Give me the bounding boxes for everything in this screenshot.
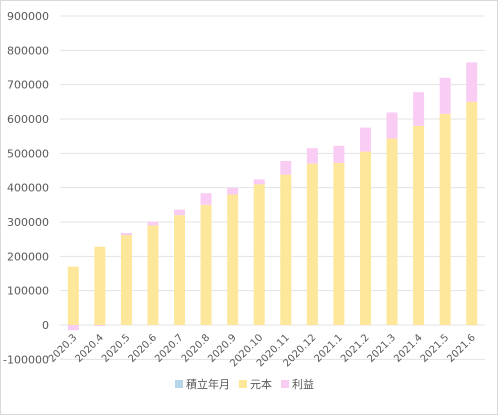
x-tick-label: 2020.7: [153, 332, 186, 365]
bar-元本-2020.10: [253, 184, 265, 325]
y-tick-label: 700000: [7, 79, 49, 92]
x-tick-label: 2021.2: [339, 332, 372, 365]
bar-利益-2020.12: [306, 148, 318, 164]
bar-利益-2020.8: [200, 193, 212, 205]
bar-元本-2021.1: [333, 162, 345, 325]
bar-利益-2021.2: [359, 127, 371, 152]
bar-元本-2021.3: [386, 138, 398, 325]
y-tick-label: 400000: [7, 182, 49, 195]
legend-swatch: [281, 380, 289, 388]
bar-利益-2020.7: [174, 209, 186, 216]
bar-元本-2020.8: [200, 204, 212, 325]
bar-利益-2020.6: [147, 222, 159, 226]
x-tick-label: 2021.6: [445, 332, 478, 365]
bar-利益-2020.9: [227, 187, 239, 195]
y-tick-label: 600000: [7, 113, 49, 126]
bar-利益-2021.1: [333, 145, 345, 163]
x-tick-label: 2021.5: [419, 332, 452, 365]
bar-利益-2021.6: [466, 62, 478, 102]
bar-利益-2020.4: [94, 325, 106, 327]
x-tick-label: 2020.3: [47, 332, 80, 365]
bar-利益-2020.10: [253, 179, 265, 185]
legend-swatch: [239, 380, 247, 388]
bar-利益-2021.3: [386, 112, 398, 139]
bar-元本-2021.4: [413, 125, 425, 325]
bar-元本-2021.2: [359, 151, 371, 325]
legend-label: 元本: [250, 377, 272, 391]
y-tick-label: -100000: [3, 353, 49, 366]
x-tick-label: 2020.5: [100, 332, 133, 365]
x-tick-label: 2021.4: [392, 332, 425, 365]
y-tick-label: 0: [42, 319, 49, 332]
bar-利益-2020.11: [280, 160, 292, 175]
y-tick-label: 300000: [7, 216, 49, 229]
y-tick-label: 800000: [7, 44, 49, 57]
legend-label: 利益: [292, 377, 314, 391]
bar-元本-2020.4: [94, 246, 106, 325]
bar-元本-2020.9: [227, 194, 239, 325]
legend-label: 積立年月: [186, 377, 230, 391]
bar-元本-2020.7: [174, 215, 186, 325]
x-tick-label: 2021.1: [313, 332, 346, 365]
bar-元本-2020.5: [120, 235, 132, 325]
bar-利益-2021.5: [439, 77, 451, 114]
y-tick-label: 900000: [7, 10, 49, 23]
bar-元本-2020.3: [67, 266, 79, 325]
bar-元本-2020.11: [280, 174, 292, 325]
legend-swatch: [175, 380, 183, 388]
x-tick-label: 2020.4: [73, 332, 106, 365]
bar-利益-2021.4: [413, 92, 425, 126]
bar-利益-2020.3: [67, 325, 79, 331]
bar-元本-2021.5: [439, 113, 451, 325]
bar-元本-2020.6: [147, 225, 159, 325]
x-tick-label: 2020.8: [180, 332, 213, 365]
bar-元本-2020.12: [306, 163, 318, 325]
y-tick-label: 500000: [7, 147, 49, 160]
y-tick-label: 200000: [7, 250, 49, 263]
bar-利益-2020.5: [120, 232, 132, 236]
x-tick-label: 2020.6: [127, 332, 160, 365]
x-tick-label: 2021.3: [366, 332, 399, 365]
y-tick-label: 100000: [7, 285, 49, 298]
bar-元本-2021.6: [466, 101, 478, 325]
